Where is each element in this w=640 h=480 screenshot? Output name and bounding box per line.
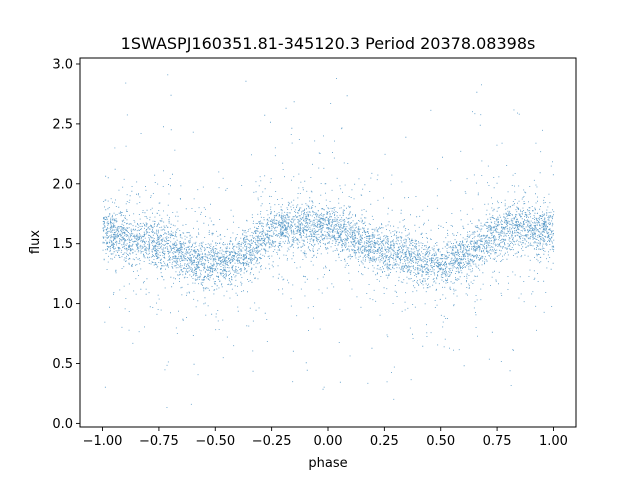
x-tick-label: −1.00 (83, 434, 123, 449)
x-tick-label: 1.00 (539, 434, 568, 449)
x-axis: −1.00 −0.75 −0.50 −0.25 0.00 0.25 0.50 0.75 1.00 (83, 427, 568, 449)
x-tick-label: 0.00 (314, 434, 343, 449)
y-axis-label: flux (28, 230, 43, 254)
x-tick-label: 0.25 (370, 434, 399, 449)
y-tick-label: 2.0 (52, 177, 73, 192)
y-tick-label: 2.5 (52, 117, 73, 132)
x-tick-label: −0.50 (195, 434, 235, 449)
y-tick-label: 0.5 (52, 357, 73, 372)
x-axis-label: phase (308, 456, 347, 471)
y-axis: 0.0 0.5 1.0 1.5 2.0 2.5 3.0 (52, 57, 80, 432)
chart-title: 1SWASPJ160351.81-345120.3 Period 20378.0… (121, 34, 536, 53)
y-tick-label: 0.0 (52, 417, 73, 432)
x-tick-label: 0.50 (426, 434, 455, 449)
y-tick-label: 1.5 (52, 237, 73, 252)
x-tick-label: −0.75 (139, 434, 179, 449)
plot-area (79, 57, 577, 428)
x-tick-label: 0.75 (483, 434, 512, 449)
y-tick-label: 1.0 (52, 297, 73, 312)
y-tick-label: 3.0 (52, 57, 73, 72)
x-tick-label: −0.25 (252, 434, 292, 449)
